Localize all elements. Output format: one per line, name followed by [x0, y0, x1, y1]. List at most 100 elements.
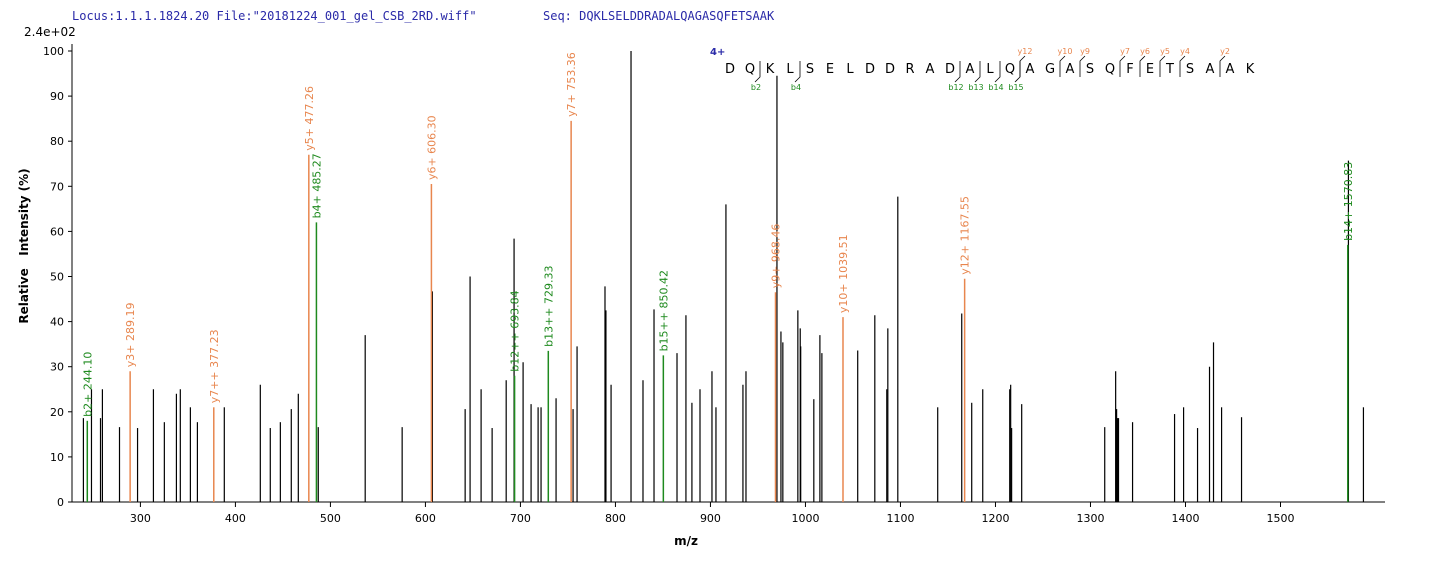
peak-label: y10+ 1039.51 [837, 234, 850, 313]
x-tick-label: 1500 [1266, 512, 1294, 525]
y-ion-label: y4 [1180, 47, 1190, 56]
residue: F [1126, 62, 1133, 77]
b-ion-label: b2 [751, 83, 761, 92]
x-tick-label: 900 [700, 512, 721, 525]
residue: A [1226, 62, 1235, 77]
x-tick-label: 300 [130, 512, 151, 525]
residue: D [865, 62, 875, 77]
y-tick-label: 20 [50, 406, 64, 419]
x-tick-label: 1400 [1171, 512, 1199, 525]
residue: Q [1005, 62, 1015, 77]
b-ion-label: b14 [988, 83, 1003, 92]
residue: K [1246, 62, 1255, 77]
residue: A [1206, 62, 1215, 77]
b-ion-label: b13 [968, 83, 983, 92]
peak-label: b15++ 850.42 [657, 270, 670, 351]
residue: E [826, 62, 834, 77]
peak-label: y6+ 606.30 [425, 115, 438, 180]
y-ion-label: y9 [1080, 47, 1090, 56]
y-ion-label: y10 [1058, 47, 1073, 56]
y-tick-label: 40 [50, 316, 64, 329]
peak-label: b14+ 1570.83 [1342, 162, 1355, 241]
y-axis-label: Relative Intensity (%) [17, 168, 31, 323]
b-ion-mark [954, 61, 961, 83]
residue: D [945, 62, 955, 77]
residue: T [1165, 62, 1174, 77]
peak-label: b2+ 244.10 [81, 352, 94, 417]
y-ion-mark [1179, 55, 1186, 77]
residue: S [1186, 62, 1194, 77]
residue: L [846, 62, 854, 77]
peak-label: y5+ 477.26 [303, 86, 316, 151]
residue: Q [1105, 62, 1115, 77]
x-tick-label: 400 [225, 512, 246, 525]
intensity-scale: 2.4e+02 [24, 25, 76, 39]
y-tick-label: 60 [50, 225, 64, 238]
residue: E [1146, 62, 1154, 77]
y-ion-mark [1019, 55, 1026, 77]
b-ion-label: b12 [948, 83, 963, 92]
residue: Q [745, 62, 755, 77]
peak-label: b12++ 693.84 [509, 290, 522, 371]
y-ion-label: y12 [1018, 47, 1033, 56]
y-tick-label: 100 [43, 45, 64, 58]
y-tick-label: 30 [50, 361, 64, 374]
y-tick-label: 0 [57, 496, 64, 509]
y-ion-mark [1119, 55, 1126, 77]
x-tick-label: 600 [415, 512, 436, 525]
y-tick-label: 50 [50, 271, 64, 284]
y-ion-mark [1139, 55, 1146, 77]
b-ion-label: b4 [791, 83, 801, 92]
residue: G [1045, 62, 1055, 77]
y-ion-label: y6 [1140, 47, 1150, 56]
residue: D [885, 62, 895, 77]
x-axis-label: m/z [674, 534, 698, 548]
b-ion-mark [794, 61, 801, 83]
peak-label: y12+ 1167.55 [959, 196, 972, 275]
residue: S [1086, 62, 1094, 77]
y-tick-label: 80 [50, 135, 64, 148]
y-ion-label: y2 [1220, 47, 1230, 56]
x-tick-label: 1300 [1076, 512, 1104, 525]
x-tick-label: 1100 [886, 512, 914, 525]
b-ion-mark [994, 61, 1001, 83]
b-ion-mark [1014, 61, 1021, 83]
residue: A [1066, 62, 1075, 77]
residue: S [806, 62, 814, 77]
peak-label: y3+ 289.19 [124, 302, 137, 367]
x-tick-label: 500 [320, 512, 341, 525]
x-tick-label: 700 [510, 512, 531, 525]
header-seq: Seq: DQKLSELDDRADALQAGASQFETSAAK [543, 9, 775, 23]
y-ion-mark [1059, 55, 1066, 77]
header-locus: Locus:1.1.1.1824.20 File:"20181224_001_g… [72, 9, 477, 23]
b-ion-mark [754, 61, 761, 83]
y-tick-label: 70 [50, 180, 64, 193]
peak-label: b13++ 729.33 [542, 266, 555, 347]
y-tick-label: 10 [50, 451, 64, 464]
b-ion-mark [974, 61, 981, 83]
residue: A [1026, 62, 1035, 77]
b-ion-label: b15 [1008, 83, 1023, 92]
y-ion-mark [1159, 55, 1166, 77]
x-tick-label: 1000 [791, 512, 819, 525]
y-ion-mark [1219, 55, 1226, 77]
peak-label: b4+ 485.27 [310, 153, 323, 218]
y-ion-label: y7 [1120, 47, 1130, 56]
peak-label: y7++ 377.23 [208, 329, 221, 403]
residue: A [926, 62, 935, 77]
peak-label: y9+ 968.46 [769, 224, 782, 289]
residue: A [966, 62, 975, 77]
residue: L [786, 62, 794, 77]
x-tick-label: 800 [605, 512, 626, 525]
y-ion-label: y5 [1160, 47, 1170, 56]
residue: D [725, 62, 735, 77]
x-tick-label: 1200 [981, 512, 1009, 525]
residue: K [766, 62, 775, 77]
y-ion-mark [1079, 55, 1086, 77]
peak-label: y7+ 753.36 [565, 52, 578, 117]
residue: R [905, 62, 914, 77]
y-tick-label: 90 [50, 90, 64, 103]
charge-state: 4+ [710, 47, 725, 58]
residue: L [986, 62, 994, 77]
